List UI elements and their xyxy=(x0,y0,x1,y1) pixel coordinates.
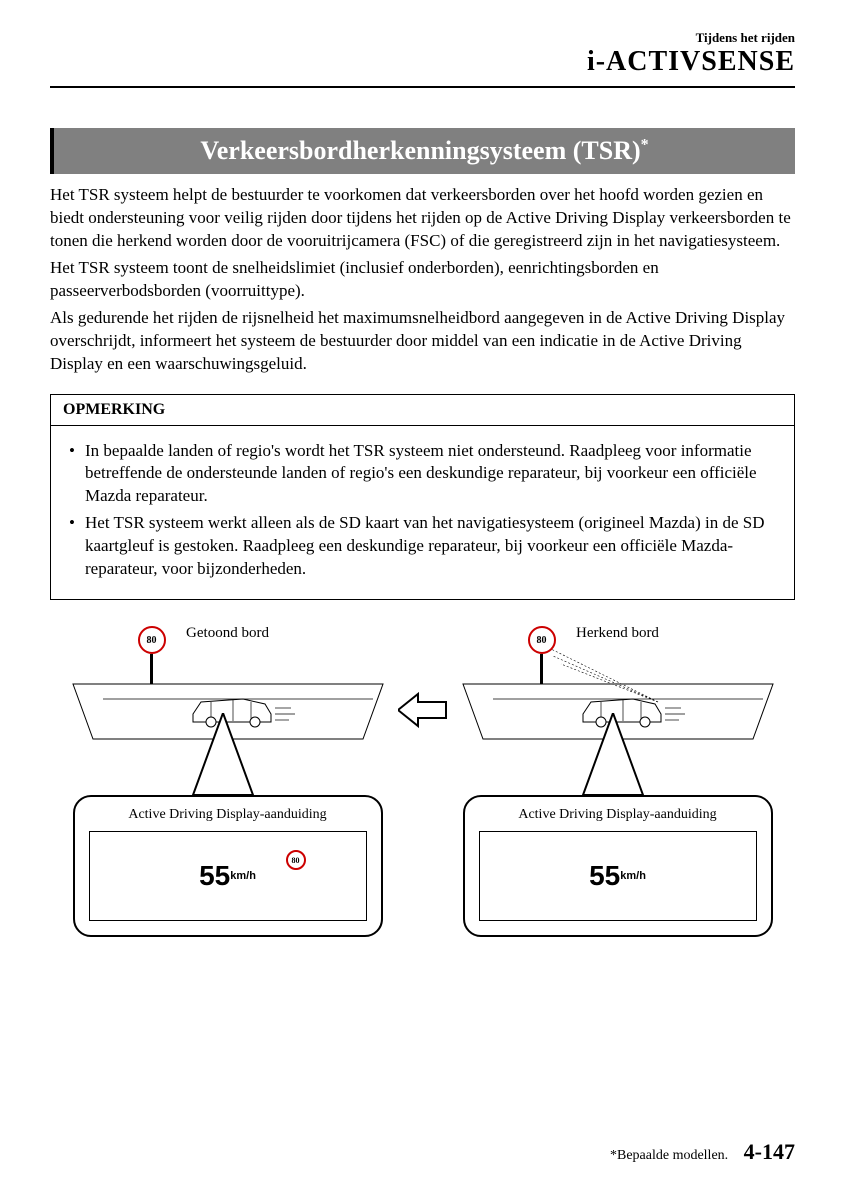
speed-sign-icon: 80 xyxy=(138,626,166,684)
paragraph: Het TSR systeem toont de snelheidslimiet… xyxy=(50,257,795,303)
section-title-bar: Verkeersbordherkenningsysteem (TSR)* xyxy=(50,128,795,174)
diagram: Getoond bord 80 xyxy=(63,625,783,1005)
note-bullet: Het TSR systeem werkt alleen als de SD k… xyxy=(85,512,774,581)
section-title-sup: * xyxy=(641,136,649,153)
footer-note: *Bepaalde modellen. xyxy=(610,1148,728,1163)
panel-label: Getoond bord xyxy=(63,625,393,642)
display-screen: 55km/h xyxy=(479,831,757,921)
paragraph: Het TSR systeem helpt de bestuurder te v… xyxy=(50,184,795,253)
page-footer: *Bepaalde modellen. 4-147 xyxy=(610,1139,795,1165)
display-callout: Active Driving Display-aanduiding 80 55k… xyxy=(73,795,383,937)
page-number: 4-147 xyxy=(744,1139,795,1164)
callout-pointer-icon xyxy=(573,713,653,803)
header-rule xyxy=(50,86,795,88)
callout-pointer-icon xyxy=(183,713,263,803)
panel-label: Herkend bord xyxy=(453,625,783,642)
screen-unit: km/h xyxy=(230,870,256,882)
display-callout: Active Driving Display-aanduiding 55km/h xyxy=(463,795,773,937)
section-title: Verkeersbordherkenningsysteem (TSR) xyxy=(200,136,640,165)
speed-sign-icon: 80 xyxy=(528,626,556,684)
screen-unit: km/h xyxy=(620,870,646,882)
note-bullet: In bepaalde landen of regio's wordt het … xyxy=(85,440,774,509)
callout-title: Active Driving Display-aanduiding xyxy=(89,807,367,823)
page-header: Tijdens het rijden i-ACTIVSENSE xyxy=(50,30,795,78)
note-box: OPMERKING In bepaalde landen of regio's … xyxy=(50,394,795,601)
header-category: Tijdens het rijden xyxy=(50,30,795,46)
paragraph: Als gedurende het rijden de rijsnelheid … xyxy=(50,307,795,376)
header-title: i-ACTIVSENSE xyxy=(50,46,795,78)
note-body: In bepaalde landen of regio's wordt het … xyxy=(51,426,794,600)
screen-sign-icon: 80 xyxy=(286,850,306,870)
screen-speed: 55 xyxy=(589,860,620,892)
arrow-left-icon xyxy=(398,690,448,730)
note-header: OPMERKING xyxy=(51,395,794,426)
display-screen: 80 55km/h xyxy=(89,831,367,921)
callout-title: Active Driving Display-aanduiding xyxy=(479,807,757,823)
screen-speed: 55 xyxy=(199,860,230,892)
